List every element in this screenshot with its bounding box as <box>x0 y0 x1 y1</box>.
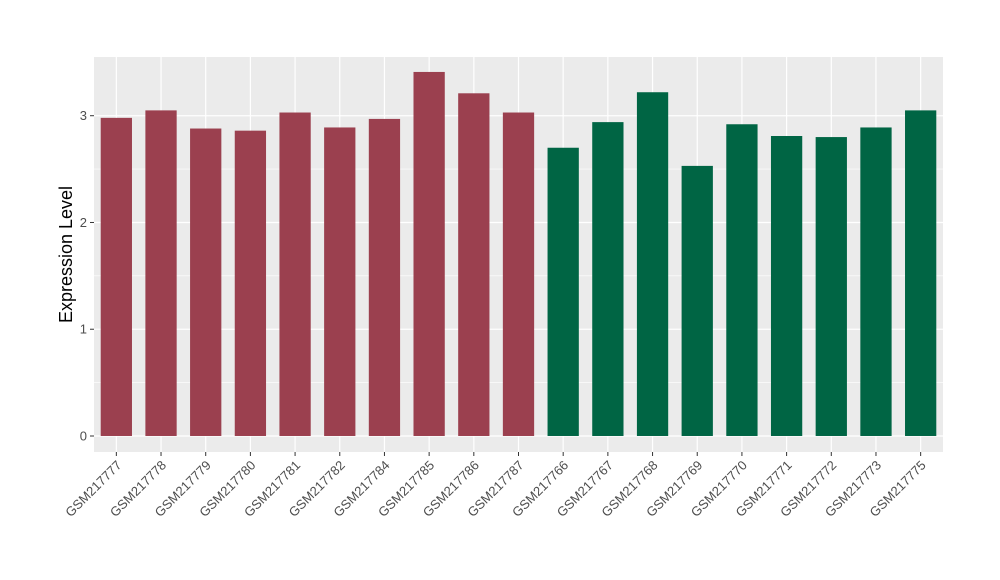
bar-GSM217779 <box>190 128 222 436</box>
y-tick-label: 1 <box>80 322 87 337</box>
bar-GSM217784 <box>368 118 401 436</box>
bar-GSM217785 <box>413 71 445 436</box>
bar-GSM217777 <box>100 117 132 436</box>
y-tick-label: 3 <box>80 108 87 123</box>
bar-GSM217767 <box>592 122 624 436</box>
bar-GSM217773 <box>860 127 892 436</box>
bars <box>100 71 937 436</box>
bar-GSM217786 <box>458 93 490 436</box>
bar-GSM217781 <box>279 112 311 436</box>
y-tick-label: 0 <box>80 428 87 443</box>
y-axis-title: Expression Level <box>56 186 76 323</box>
bar-GSM217780 <box>234 130 267 436</box>
bar-GSM217775 <box>905 110 937 436</box>
bar-GSM217769 <box>681 165 713 436</box>
bar-GSM217782 <box>324 127 356 436</box>
y-tick-label: 2 <box>80 215 87 230</box>
bar-GSM217787 <box>502 112 535 436</box>
bar-GSM217766 <box>547 147 579 436</box>
y-axis: 0 1 2 3 <box>80 108 94 443</box>
bar-GSM217768 <box>636 92 669 436</box>
bar-GSM217771 <box>770 136 803 436</box>
x-axis: GSM217777GSM217778GSM217779GSM217780GSM2… <box>62 452 929 520</box>
bar-GSM217770 <box>726 124 758 436</box>
bar-GSM217778 <box>145 110 177 436</box>
bar-GSM217772 <box>815 137 847 436</box>
